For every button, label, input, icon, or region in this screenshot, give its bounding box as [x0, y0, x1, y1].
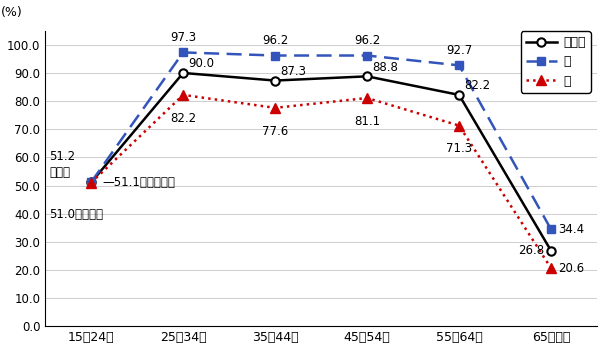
Text: 51.0　（女）: 51.0 （女） — [50, 208, 103, 221]
Text: 20.6: 20.6 — [558, 262, 584, 275]
Text: 34.4: 34.4 — [558, 223, 584, 236]
Text: 81.1: 81.1 — [354, 115, 380, 128]
Text: （男）: （男） — [50, 166, 71, 179]
Text: 87.3: 87.3 — [281, 65, 307, 78]
Text: 96.2: 96.2 — [262, 34, 288, 47]
Text: 71.3: 71.3 — [446, 142, 472, 155]
Text: 26.8: 26.8 — [518, 244, 544, 257]
Text: 82.2: 82.2 — [170, 112, 196, 125]
Text: 97.3: 97.3 — [170, 31, 196, 44]
Text: 92.7: 92.7 — [446, 44, 472, 57]
Text: 96.2: 96.2 — [354, 34, 381, 47]
Text: 88.8: 88.8 — [373, 61, 399, 74]
Text: (%): (%) — [1, 6, 23, 19]
Text: 51.2: 51.2 — [50, 150, 76, 163]
Text: 77.6: 77.6 — [262, 125, 288, 138]
Text: —51.1（男女計）: —51.1（男女計） — [102, 176, 175, 189]
Text: 90.0: 90.0 — [188, 57, 214, 70]
Text: 82.2: 82.2 — [464, 79, 491, 92]
Legend: 男女計, 男, 女: 男女計, 男, 女 — [521, 31, 591, 93]
